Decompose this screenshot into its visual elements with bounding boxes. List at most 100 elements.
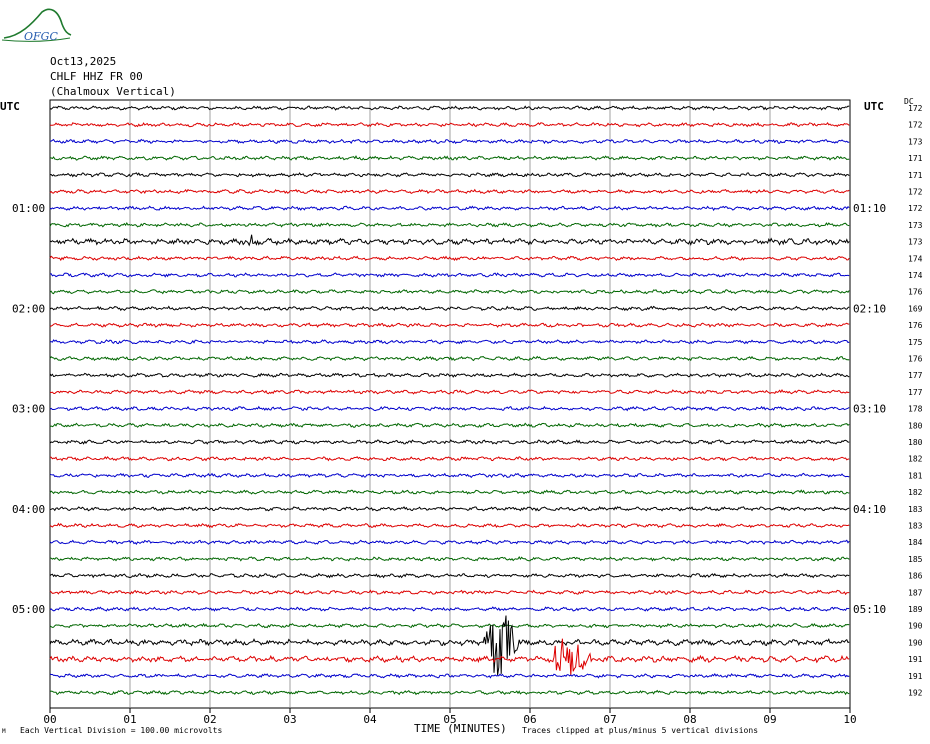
dc-offset-label: 189 — [908, 605, 923, 614]
dc-offset-label: 172 — [908, 121, 923, 130]
x-tick-label: 08 — [683, 713, 696, 726]
dc-offset-label: 186 — [908, 572, 923, 581]
trace-line — [49, 372, 850, 378]
x-tick-label: 02 — [203, 713, 216, 726]
right-utc-title: UTC — [864, 100, 884, 113]
dc-offset-label: 176 — [908, 321, 923, 330]
x-tick-label: 05 — [443, 713, 456, 726]
corner-mark: M — [2, 728, 6, 735]
x-tick-label: 03 — [283, 713, 296, 726]
dc-offset-label: 181 — [908, 471, 923, 480]
trace-line — [49, 489, 850, 495]
clip-note: Traces clipped at plus/minus 5 vertical … — [522, 726, 759, 735]
dc-offset-label: 177 — [908, 388, 923, 397]
x-tick-label: 09 — [763, 713, 776, 726]
dc-offset-label: 172 — [908, 204, 923, 213]
dc-offset-label: 190 — [908, 638, 923, 647]
x-axis-title: TIME (MINUTES) — [414, 722, 507, 735]
seismic-traces — [49, 105, 850, 696]
trace-line — [49, 638, 850, 676]
dc-offset-label: 184 — [908, 538, 923, 547]
trace-line — [49, 606, 850, 612]
trace-line — [49, 288, 850, 295]
trace-line — [49, 221, 850, 228]
trace-line — [49, 615, 850, 676]
dc-offset-label: 183 — [908, 505, 923, 514]
time-labels: 01:00 02:00 03:00 04:00 05:00 01:10 02:10 03:10… — [12, 202, 886, 616]
trace-line — [49, 589, 850, 596]
dc-offset-label: 172 — [908, 104, 923, 113]
dc-offset-label: 190 — [908, 622, 923, 631]
ofgc-logo: OFGC — [2, 8, 72, 43]
trace-line — [49, 622, 850, 629]
left-time-label: 05:00 — [12, 603, 45, 616]
dc-offset-label: 171 — [908, 154, 923, 163]
dc-title: DC — [904, 97, 914, 106]
trace-line — [49, 188, 850, 195]
dc-offset-label: 173 — [908, 137, 923, 146]
station-location: (Chalmoux Vertical) — [50, 85, 176, 98]
trace-line — [49, 405, 850, 412]
right-time-label: 01:10 — [853, 202, 886, 215]
dc-offset-label: 173 — [908, 238, 923, 247]
trace-line — [49, 572, 850, 579]
trace-line — [49, 456, 850, 462]
trace-line — [49, 388, 850, 395]
dc-offset-label: 183 — [908, 522, 923, 531]
trace-line — [49, 234, 850, 247]
dc-offset-label: 192 — [908, 689, 923, 698]
trace-line — [49, 522, 850, 529]
trace-line — [49, 689, 850, 696]
trace-line — [49, 255, 850, 262]
dc-offset-labels: 172 172 173 171 171 172 172 173 173 174 174 176 169 1… — [908, 104, 923, 698]
dc-offset-label: 180 — [908, 438, 923, 447]
trace-line — [49, 322, 850, 328]
left-time-label: 04:00 — [12, 503, 45, 516]
left-time-label: 01:00 — [12, 202, 45, 215]
trace-line — [49, 472, 850, 479]
trace-line — [50, 155, 850, 161]
right-time-label: 03:10 — [853, 403, 886, 416]
trace-line — [49, 422, 850, 428]
trace-line — [49, 122, 850, 128]
left-time-label: 02:00 — [12, 302, 45, 315]
right-time-label: 04:10 — [853, 503, 886, 516]
dc-offset-label: 180 — [908, 421, 923, 430]
dc-offset-label: 174 — [908, 271, 923, 280]
trace-line — [49, 355, 850, 362]
dc-offset-label: 172 — [908, 188, 923, 197]
dc-offset-label: 176 — [908, 288, 923, 297]
station-code: CHLF HHZ FR 00 — [50, 70, 143, 83]
right-time-label: 02:10 — [853, 302, 886, 315]
x-tick-label: 07 — [603, 713, 616, 726]
x-tick-label: 10 — [843, 713, 856, 726]
dc-offset-label: 173 — [908, 221, 923, 230]
left-time-label: 03:00 — [12, 403, 45, 416]
dc-offset-label: 169 — [908, 304, 923, 313]
trace-line — [49, 272, 850, 278]
dc-offset-label: 174 — [908, 254, 923, 263]
left-utc-title: UTC — [0, 100, 20, 113]
dc-offset-label: 191 — [908, 672, 923, 681]
trace-line — [49, 672, 850, 679]
dc-offset-label: 191 — [908, 655, 923, 664]
scale-note: Each Vertical Division = 100.00 microvol… — [20, 726, 223, 735]
trace-line — [49, 439, 850, 445]
record-date: Oct13,2025 — [50, 55, 117, 68]
x-tick-label: 06 — [523, 713, 536, 726]
dc-offset-label: 182 — [908, 455, 923, 464]
dc-offset-label: 175 — [908, 338, 923, 347]
x-tick-label: 00 — [43, 713, 56, 726]
x-tick-labels: 00 01 02 03 04 05 06 07 08 09 10 — [43, 708, 857, 726]
x-tick-label: 04 — [363, 713, 377, 726]
x-tick-label: 01 — [123, 713, 136, 726]
logo-text: OFGC — [24, 30, 58, 43]
dc-offset-label: 187 — [908, 588, 923, 597]
dc-offset-label: 182 — [908, 488, 923, 497]
dc-offset-label: 171 — [908, 171, 923, 180]
trace-line — [49, 305, 850, 312]
dc-offset-label: 177 — [908, 371, 923, 380]
trace-line — [49, 339, 850, 345]
dc-offset-label: 176 — [908, 355, 923, 364]
